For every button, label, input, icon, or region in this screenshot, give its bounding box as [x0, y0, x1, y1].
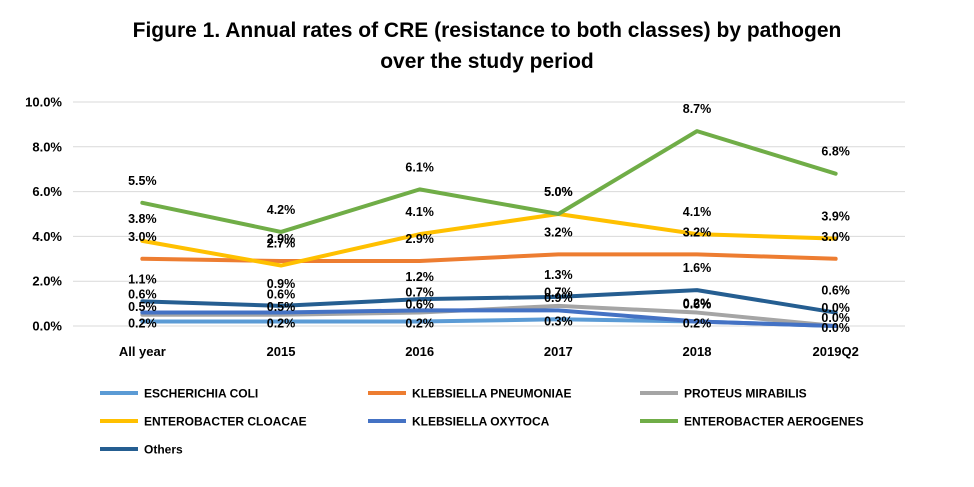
- data-label: 5.5%: [128, 174, 157, 188]
- data-label: 6.1%: [405, 160, 434, 174]
- data-label: 1.2%: [405, 270, 434, 284]
- gridlines: [73, 101, 905, 327]
- x-tick-label: 2017: [544, 344, 573, 359]
- data-label: 3.0%: [128, 230, 157, 244]
- data-label: 3.2%: [683, 225, 712, 239]
- legend-label: KLEBSIELLA OXYTOCA: [412, 415, 550, 429]
- data-label: 0.5%: [128, 300, 157, 314]
- y-tick-label: 8.0%: [32, 139, 62, 154]
- y-tick-label: 6.0%: [32, 184, 62, 199]
- series-line: [140, 288, 838, 315]
- data-label: 0.3%: [544, 314, 573, 328]
- data-label: 0.0%: [821, 301, 850, 315]
- x-tick-label: 2015: [267, 344, 296, 359]
- y-tick-label: 4.0%: [32, 229, 62, 244]
- legend-label: ESCHERICHIA COLI: [144, 387, 258, 401]
- legend-item: ENTEROBACTER CLOACAE: [100, 415, 307, 429]
- data-label: 0.0%: [821, 311, 850, 325]
- data-label: 4.1%: [683, 205, 712, 219]
- legend: ESCHERICHIA COLI KLEBSIELLA PNEUMONIAE PRO…: [100, 387, 864, 457]
- data-label: 4.1%: [405, 205, 434, 219]
- data-label: 0.9%: [267, 277, 296, 291]
- data-label: 1.3%: [544, 268, 573, 282]
- data-label: 1.6%: [683, 261, 712, 275]
- x-tick-label: 2018: [683, 344, 712, 359]
- data-label: 6.8%: [821, 145, 850, 159]
- data-label: 5.0%: [544, 185, 573, 199]
- data-label: 0.9%: [544, 291, 573, 305]
- data-label: 0.6%: [405, 298, 434, 312]
- data-label: 0.2%: [683, 297, 712, 311]
- data-label: 0.6%: [128, 288, 157, 302]
- data-label: 0.6%: [683, 298, 712, 312]
- data-label: 0.7%: [405, 285, 434, 299]
- legend-item: Others: [100, 443, 183, 457]
- legend-label: KLEBSIELLA PNEUMONIAE: [412, 387, 572, 401]
- data-label: 1.1%: [128, 272, 157, 286]
- data-label: 3.8%: [128, 212, 157, 226]
- data-labels: 0.2% 0.2% 0.2% 0.3% 0.2% 0.0% 3.0% 2.9% 2.9% 3.2%…: [128, 102, 850, 335]
- data-label: 0.6%: [821, 284, 850, 298]
- y-tick-label: 0.0%: [32, 319, 62, 334]
- legend-label: ENTEROBACTER CLOACAE: [144, 415, 307, 429]
- x-tick-label: 2016: [405, 344, 434, 359]
- data-label: 4.2%: [267, 203, 296, 217]
- chart-title: Figure 1. Annual rates of CRE (resistanc…: [133, 19, 842, 42]
- data-label: 0.2%: [405, 317, 434, 331]
- data-label: 0.7%: [544, 285, 573, 299]
- chart-subtitle: over the study period: [380, 50, 594, 73]
- y-axis: 0.0% 2.0% 4.0% 6.0% 8.0% 10.0%: [25, 95, 62, 334]
- data-label: 5.0%: [544, 185, 573, 199]
- series-line: [140, 308, 838, 328]
- data-label: 8.7%: [683, 102, 712, 116]
- y-tick-label: 2.0%: [32, 274, 62, 289]
- legend-item: ENTEROBACTER AEROGENES: [640, 415, 864, 429]
- legend-label: PROTEUS MIRABILIS: [684, 387, 807, 401]
- series-line: [140, 212, 838, 268]
- data-label: 3.2%: [544, 225, 573, 239]
- legend-label: Others: [144, 443, 183, 457]
- x-tick-label: All year: [119, 344, 166, 359]
- data-label: 2.9%: [405, 232, 434, 246]
- data-label: 2.9%: [267, 232, 296, 246]
- legend-label: ENTEROBACTER AEROGENES: [684, 415, 864, 429]
- x-axis: All year 2015 2016 2017 2018 2019Q2: [119, 344, 859, 359]
- y-tick-label: 10.0%: [25, 95, 62, 110]
- data-label: 0.2%: [128, 317, 157, 331]
- data-label: 0.2%: [267, 317, 296, 331]
- data-label: 0.2%: [683, 317, 712, 331]
- legend-item: ESCHERICHIA COLI: [100, 387, 258, 401]
- data-label: 2.7%: [267, 237, 296, 251]
- data-label: 3.9%: [821, 210, 850, 224]
- data-label: 0.0%: [821, 321, 850, 335]
- data-label: 0.5%: [267, 300, 296, 314]
- legend-item: PROTEUS MIRABILIS: [640, 387, 807, 401]
- legend-item: KLEBSIELLA PNEUMONIAE: [368, 387, 572, 401]
- data-label: 0.6%: [267, 288, 296, 302]
- x-tick-label: 2019Q2: [813, 344, 859, 359]
- data-label: 3.0%: [821, 230, 850, 244]
- legend-item: KLEBSIELLA OXYTOCA: [368, 415, 550, 429]
- series-line: [140, 129, 838, 234]
- series-lines: [140, 129, 838, 328]
